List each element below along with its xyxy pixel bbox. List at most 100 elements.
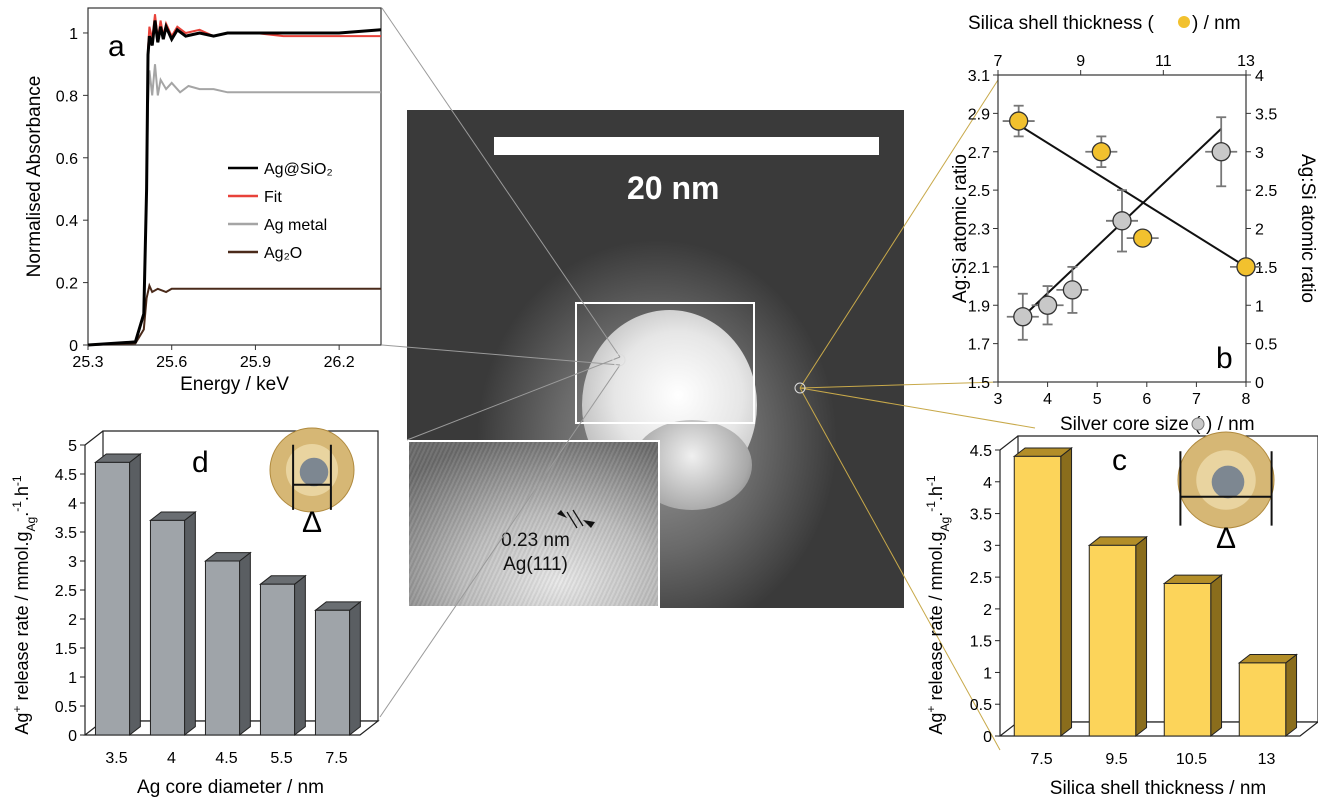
bar (1238, 662, 1287, 737)
bar (204, 560, 241, 736)
y-tick-label: 3.1 (968, 68, 990, 85)
bar (94, 461, 131, 736)
wall-edge (999, 435, 1019, 451)
y-tick-label: 2.5 (970, 570, 992, 587)
x-axis-marker (1191, 417, 1205, 431)
y-tick-label: 2 (68, 612, 77, 629)
y2-tick-label: 2 (1255, 222, 1264, 239)
y-tick-label: 4 (983, 475, 992, 492)
y2-tick-label: 2.5 (1255, 183, 1277, 200)
y-tick-label: 2.5 (968, 183, 990, 200)
bar (259, 583, 296, 736)
bar-top (1012, 447, 1074, 457)
bar (149, 519, 186, 736)
x2-tick-label: 9 (1076, 53, 1085, 70)
x2-axis-marker (1178, 16, 1190, 28)
core-point (1062, 280, 1083, 300)
bar-side (1060, 446, 1073, 738)
y-tick-label: 1.5 (55, 641, 77, 658)
delta-annotation: Δ (1216, 522, 1236, 555)
y-tick-label: 1.5 (968, 375, 990, 392)
y-tick-label: 1.9 (968, 298, 990, 315)
core-point (1013, 307, 1033, 327)
legend-entry: Ag metal (264, 217, 327, 234)
x-tick-label: 26.2 (324, 354, 355, 371)
y-tick-label: 1.5 (970, 634, 992, 651)
x-tick-label: 8 (1242, 391, 1251, 408)
y-tick-label: 3.5 (55, 525, 77, 542)
legend-entry: Fit (264, 189, 282, 206)
shell-point (1091, 142, 1111, 162)
shell-point (1133, 228, 1153, 248)
x-tick-label: 4 (1043, 391, 1052, 408)
y-axis-label: Ag+ release rate / mmol.gAg.-1.h-1 (924, 475, 952, 735)
particle-core-icon (1211, 465, 1245, 499)
y-tick-label: 1 (69, 26, 78, 43)
x-tick-label: 7.5 (325, 750, 347, 767)
y-tick-label: 4.5 (55, 467, 77, 484)
bar-side (1210, 574, 1223, 738)
y-axis-label: Ag:Si atomic ratio (950, 154, 971, 303)
x-axis-label-suffix: ) / nm (1206, 414, 1255, 435)
y-tick-label: 1.7 (968, 337, 990, 354)
bar (1163, 582, 1212, 737)
bar-side (1135, 535, 1148, 738)
y2-tick-label: 3 (1255, 145, 1264, 162)
shell-point (1009, 111, 1029, 131)
core-point (1211, 142, 1231, 162)
x2-axis-label-suffix: ) / nm (1192, 13, 1241, 34)
bar-top (1162, 574, 1224, 584)
y2-tick-label: 4 (1255, 68, 1264, 85)
core-point (1112, 211, 1132, 231)
y-tick-label: 3 (983, 538, 992, 555)
y-tick-label: 0.4 (56, 213, 78, 230)
bar (1088, 544, 1137, 737)
x-tick-label: 7.5 (1030, 751, 1052, 768)
y-tick-label: 3 (68, 554, 77, 571)
x-tick-label: 4 (167, 750, 176, 767)
bar (314, 609, 351, 736)
x-tick-label: 4.5 (215, 750, 237, 767)
x-tick-label: 5 (1093, 391, 1102, 408)
x2-tick-label: 11 (1155, 53, 1172, 70)
y2-tick-label: 1.5 (1255, 260, 1277, 277)
x-tick-label: 25.3 (72, 354, 103, 371)
shell-point (1236, 257, 1256, 277)
y2-tick-label: 3.5 (1255, 106, 1277, 123)
scale-bar-label: 20 nm (627, 170, 720, 206)
bar-side (1285, 653, 1298, 738)
y-tick-label: 2 (983, 602, 992, 619)
y-axis-label: Normalised Absorbance (24, 76, 45, 278)
y-tick-label: 2.9 (968, 106, 990, 123)
y-tick-label: 0.5 (970, 697, 992, 714)
y-tick-label: 3.5 (970, 507, 992, 524)
bar-top (1087, 536, 1149, 546)
legend-entry: Ag₂O (264, 245, 302, 262)
shell-trend-line (1018, 124, 1247, 268)
y2-tick-label: 1 (1255, 298, 1264, 315)
core-point (1037, 295, 1058, 315)
x-axis-label: Energy / keV (180, 374, 289, 395)
x-tick-label: 5.5 (270, 750, 292, 767)
y-tick-label: 2.7 (968, 145, 990, 162)
x-axis-label: Silver core size ( (1060, 414, 1201, 435)
x-tick-label: 3.5 (105, 750, 127, 767)
x-tick-label: 9.5 (1105, 751, 1127, 768)
x-tick-label: 25.6 (156, 354, 187, 371)
y2-axis-label: Ag:Si atomic ratio (1297, 154, 1318, 303)
panel-label: a (108, 30, 125, 63)
y-tick-label: 0.8 (56, 88, 78, 105)
x-tick-label: 6 (1142, 391, 1151, 408)
y-axis-label: Ag+ release rate / mmol.gAg.-1.h-1 (10, 475, 38, 735)
y2-tick-label: 0.5 (1255, 337, 1277, 354)
panel-label: d (192, 446, 209, 479)
y-tick-label: 0.5 (55, 699, 77, 716)
y-tick-label: 0 (983, 729, 992, 746)
series-line-Ag@SiO₂ (87, 20, 382, 347)
panel-label: c (1112, 444, 1127, 477)
x2-tick-label: 13 (1237, 53, 1255, 70)
y-tick-label: 0.6 (56, 151, 78, 168)
